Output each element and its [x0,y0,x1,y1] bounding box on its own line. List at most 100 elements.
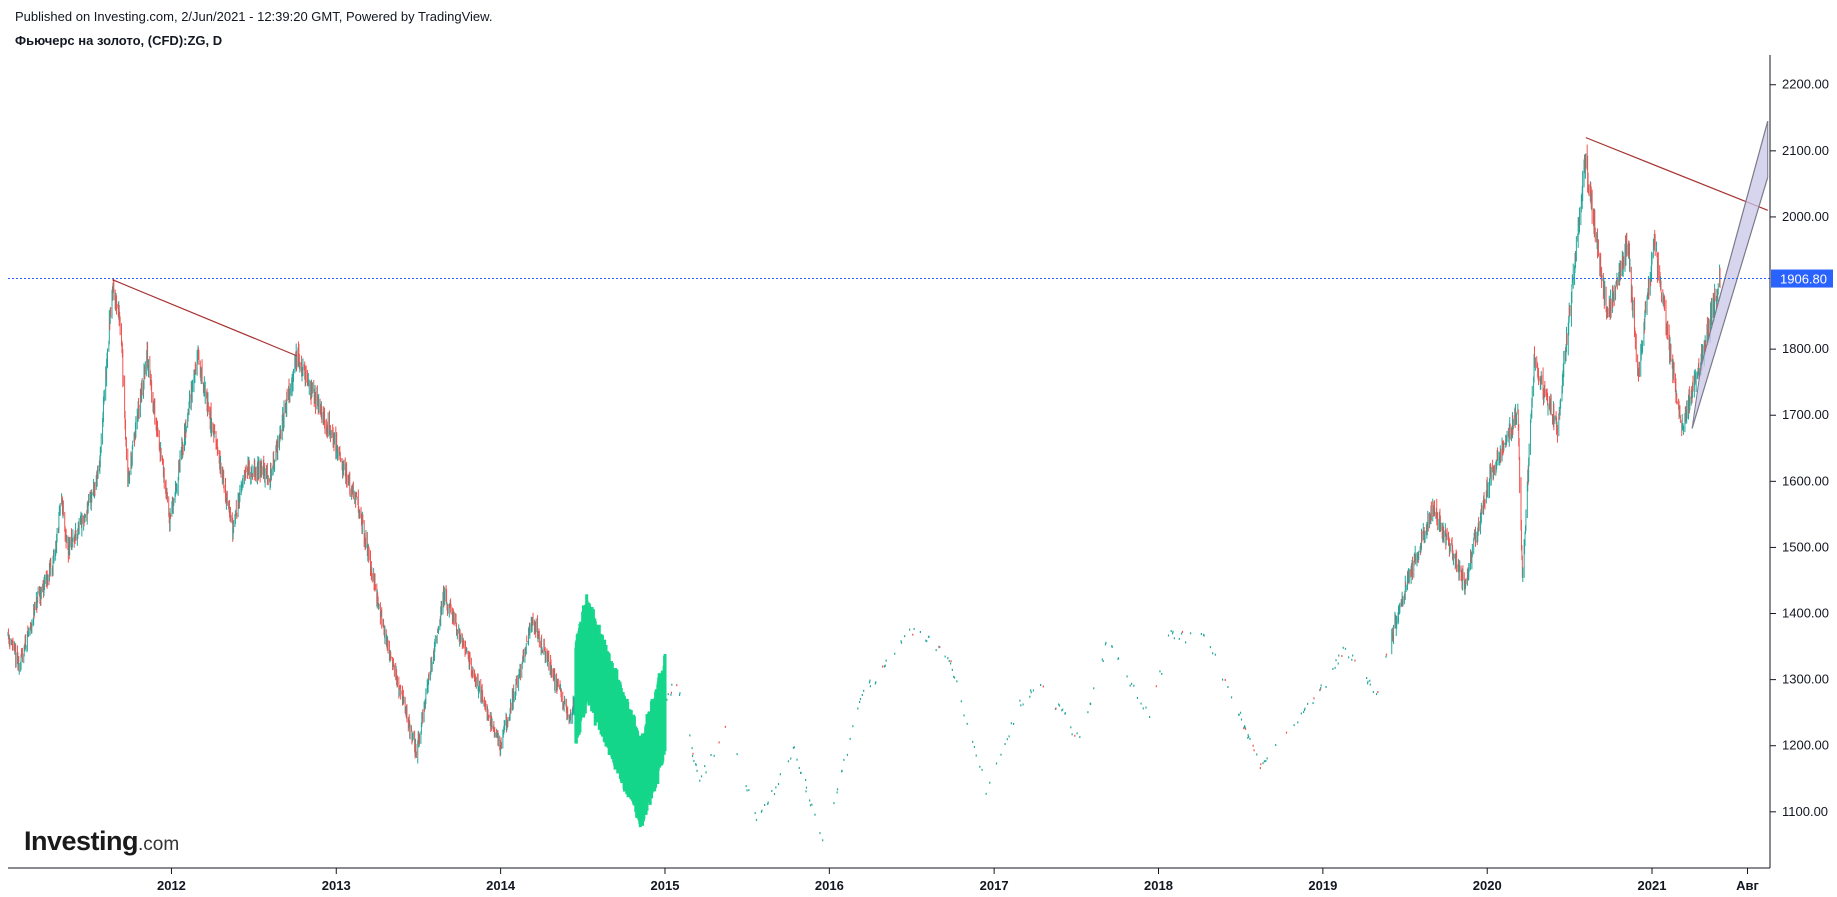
candle [846,753,849,756]
candle [1244,725,1246,728]
candle [692,752,694,755]
candle [1061,709,1063,712]
candle [771,789,773,792]
candle [1104,643,1107,646]
candle [1212,652,1214,655]
candle [960,700,962,703]
candle [767,801,769,804]
candle [793,746,795,749]
time-tick-label: 2012 [157,878,186,893]
candle [1071,733,1073,736]
candle [1070,726,1072,729]
candle [809,799,811,802]
candle [1172,630,1174,633]
candle [948,659,950,662]
time-tick-label: 2017 [980,878,1009,893]
candle [913,627,915,630]
candle [1312,702,1314,705]
candle [1351,658,1353,661]
candle [775,786,777,789]
candle [841,769,843,772]
candle [1253,749,1255,752]
candle [1385,655,1387,658]
price-tick-label: 1200.00 [1782,738,1829,753]
price-tick-label: 2200.00 [1782,77,1829,92]
candle [951,668,953,671]
candle [1243,726,1245,729]
candle [1170,630,1172,633]
candle [1040,683,1042,686]
candle [1224,678,1226,681]
candle [1148,715,1151,718]
candle [1136,696,1139,699]
candle [926,640,928,643]
candle [822,839,824,842]
candle [966,722,968,725]
candle [1352,654,1354,657]
candle [1140,702,1142,705]
price-tick-label: 2000.00 [1782,209,1829,224]
candle [859,698,862,701]
candle [796,758,798,761]
time-tick-label: 2014 [486,878,516,893]
candle [1133,684,1135,687]
candle [1130,682,1133,685]
candle [755,818,758,821]
candle [869,679,871,682]
candle [859,700,861,703]
candle [900,641,903,644]
candle [767,803,769,806]
candle [1058,703,1060,706]
candle [1209,646,1211,649]
logo-suffix: .com [138,834,180,855]
candle [667,693,669,696]
price-tick-label: 1300.00 [1782,672,1829,687]
candle [1247,734,1249,737]
price-tick-label: 1600.00 [1782,473,1829,488]
candle [1385,653,1388,656]
candle [1129,684,1131,687]
candle [710,753,712,756]
candle [1239,711,1242,714]
candle [1006,738,1008,741]
candle [678,693,681,696]
candle [1030,691,1032,694]
candle [1178,637,1180,640]
candle [1249,737,1251,740]
candle [691,747,693,750]
candle [861,693,863,696]
candle [1263,760,1266,763]
candle [857,707,859,710]
candle [908,628,911,631]
candle [1285,731,1288,734]
candle [787,760,790,763]
candle [724,725,727,728]
candle [1303,708,1306,711]
candle [819,832,821,835]
candle [804,778,807,781]
candle [1348,656,1350,659]
candle [1320,684,1322,687]
time-axis[interactable]: 2012 2013 2014 2015 2016 2017 2018 2019 2020 2021… [157,868,1759,893]
candle [1240,718,1243,721]
price-tick-label: 1700.00 [1782,407,1829,422]
candle [1117,657,1120,660]
channel-start-line [1691,365,1702,429]
candle [938,645,940,648]
candle [1022,703,1024,706]
candle [912,633,914,636]
candle [944,655,946,658]
price-axis[interactable]: 2200.00 2100.00 2000.00 1800.00 1700.00 1600.… [1770,77,1829,819]
candle [1101,658,1103,661]
candle [693,759,695,762]
candle [1256,753,1258,756]
candle [1155,685,1157,688]
candle [852,725,854,728]
candle [1200,632,1202,635]
candle [1076,732,1078,735]
candle [1304,707,1306,710]
candle [1252,744,1254,747]
candle [1334,666,1336,669]
investing-logo: Investing.com [24,826,179,857]
